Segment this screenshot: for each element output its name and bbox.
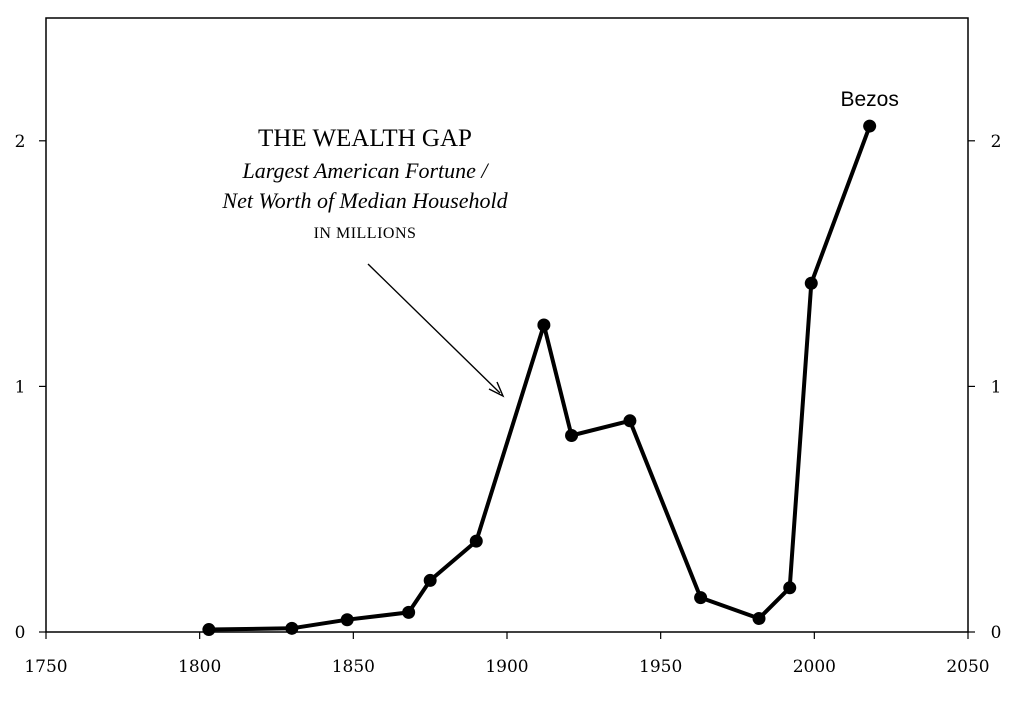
series-line <box>206 124 872 632</box>
data-point <box>202 623 216 637</box>
chart-subtitle-line-2: Net Worth of Median Household <box>221 188 508 213</box>
x-tick-label: 1950 <box>639 657 682 677</box>
x-tick-label: 2000 <box>793 657 836 677</box>
x-tick-label: 1850 <box>332 657 375 677</box>
plot-frame <box>45 17 969 633</box>
annotation-arrow-head <box>488 381 505 398</box>
y-tick-label-left: 1 <box>15 377 26 397</box>
data-point <box>285 621 299 635</box>
y-tick-label-left: 2 <box>15 132 26 152</box>
data-point <box>752 611 766 625</box>
chart-subtitle-line-1: Largest American Fortune / <box>241 158 489 183</box>
data-point <box>804 276 818 290</box>
data-point <box>623 414 637 428</box>
title-block: THE WEALTH GAP Largest American Fortune … <box>221 125 509 398</box>
series-group <box>202 119 877 637</box>
data-point <box>537 318 551 332</box>
axes <box>45 17 969 633</box>
x-tick-label: 1750 <box>24 657 67 677</box>
annotations: Bezos <box>840 88 898 111</box>
data-point <box>783 581 797 595</box>
annotation-label: Bezos <box>840 88 898 111</box>
data-point <box>423 573 437 587</box>
x-tick-label: 1800 <box>178 657 221 677</box>
y-tick-label-left: 0 <box>15 623 26 643</box>
data-point <box>402 605 416 619</box>
annotation-arrow <box>367 263 501 394</box>
data-point <box>694 591 708 605</box>
y-tick-label-right: 2 <box>991 132 1002 152</box>
data-point <box>340 613 354 627</box>
x-tick-label: 2050 <box>946 657 989 677</box>
chart-title: THE WEALTH GAP <box>258 125 472 152</box>
y-tick-label-right: 0 <box>991 623 1002 643</box>
data-point <box>863 119 877 133</box>
unit-label: IN MILLIONS <box>314 225 417 242</box>
x-tick-label: 1900 <box>485 657 528 677</box>
data-point <box>565 429 579 443</box>
y-tick-label-right: 1 <box>991 377 1002 397</box>
data-point <box>469 534 483 548</box>
